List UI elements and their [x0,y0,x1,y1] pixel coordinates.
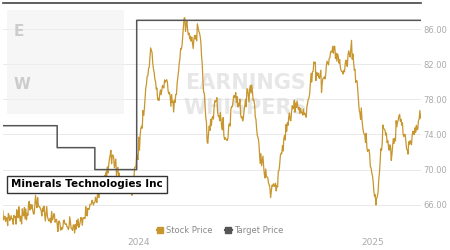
Text: W: W [13,77,30,92]
Legend: Stock Price, Target Price: Stock Price, Target Price [153,222,287,238]
Text: EARNINGS
WHISPERS: EARNINGS WHISPERS [183,74,307,118]
Text: Minerals Technologies Inc: Minerals Technologies Inc [11,179,163,189]
FancyBboxPatch shape [7,10,124,115]
Text: E: E [13,24,23,39]
